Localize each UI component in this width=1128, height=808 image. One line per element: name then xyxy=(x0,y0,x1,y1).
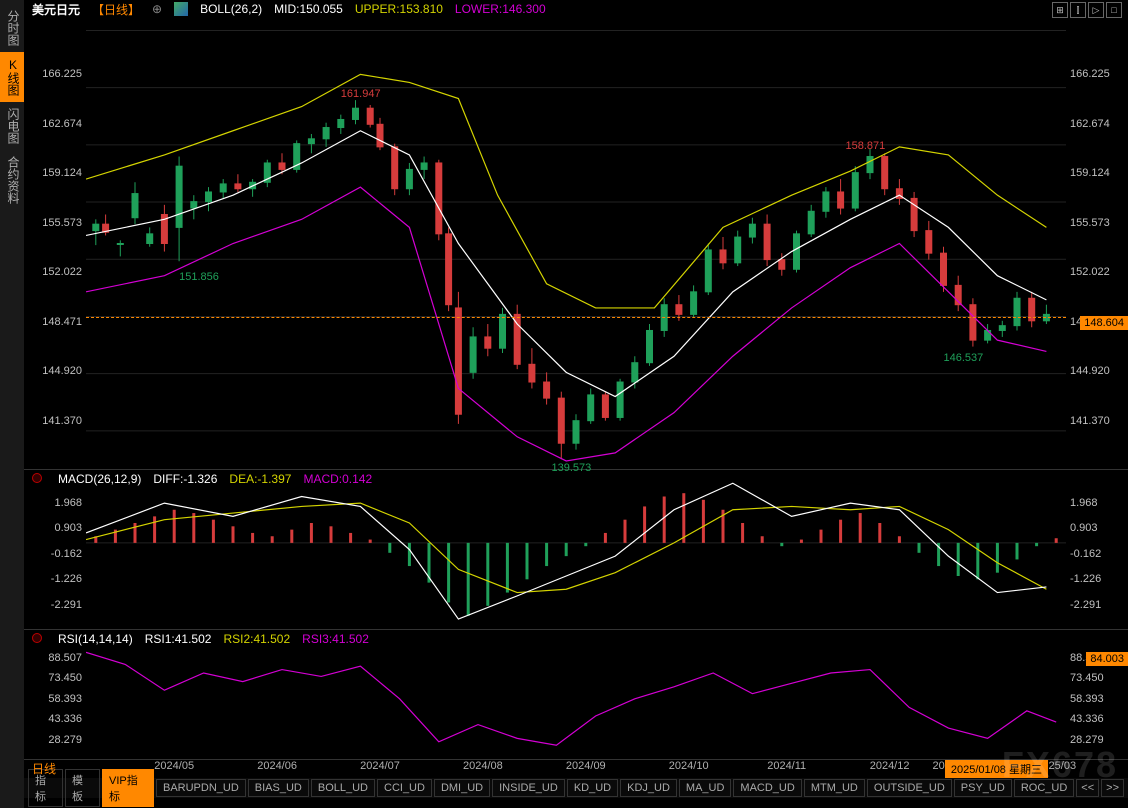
x-tick: 2024/11 xyxy=(767,760,806,772)
rsi-flag: 84.003 xyxy=(1086,652,1128,666)
sidebar-item-kline[interactable]: K线图 xyxy=(0,52,24,102)
macd-yaxis-left: 1.9680.903-0.162-1.226-2.291 xyxy=(24,470,86,629)
boll-lower-label: LOWER:146.300 xyxy=(455,2,546,16)
rsi-yaxis-left: 88.50773.45058.39343.33628.279 xyxy=(24,630,86,759)
price-annotation: 158.871 xyxy=(846,140,886,152)
price-panel[interactable]: 166.225162.674159.124155.573152.022148.4… xyxy=(24,18,1128,470)
bottom-tab-kdj_ud[interactable]: KDJ_UD xyxy=(620,779,677,797)
bottom-tab-dmi_ud[interactable]: DMI_UD xyxy=(434,779,490,797)
macd-yaxis-right: 1.9680.903-0.162-1.226-2.291 xyxy=(1066,470,1128,629)
x-axis-tf-label: 日线 xyxy=(32,760,56,777)
bottom-tab-barupdn_ud[interactable]: BARUPDN_UD xyxy=(156,779,246,797)
timeframe-label: 【日线】 xyxy=(92,1,140,18)
bottom-tab-ma_ud[interactable]: MA_UD xyxy=(679,779,732,797)
macd-diff-label: DIFF:-1.326 xyxy=(153,472,217,486)
macd-macd-label: MACD:0.142 xyxy=(303,472,372,486)
rsi-panel[interactable]: RSI(14,14,14) RSI1:41.502 RSI2:41.502 RS… xyxy=(24,630,1128,760)
x-tick: 2024/10 xyxy=(669,760,709,772)
x-tick: 2024/06 xyxy=(257,760,297,772)
x-tick: 2024/05 xyxy=(154,760,194,772)
price-annotation: 146.537 xyxy=(944,352,984,364)
boll-icon xyxy=(174,2,188,16)
tool-stop[interactable]: □ xyxy=(1106,2,1122,18)
chart-header: 美元日元 【日线】 ⊕ BOLL(26,2) MID:150.055 UPPER… xyxy=(24,0,1128,18)
boll-upper-label: UPPER:153.810 xyxy=(355,2,443,16)
bottom-tab-outside_ud[interactable]: OUTSIDE_UD xyxy=(867,779,952,797)
x-tick: 2024/12 xyxy=(870,760,910,772)
price-yaxis-left: 166.225162.674159.124155.573152.022148.4… xyxy=(24,18,86,469)
pair-name: 美元日元 xyxy=(32,1,80,18)
sidebar-item-timeshare[interactable]: 分时图 xyxy=(0,4,24,52)
macd-panel[interactable]: MACD(26,12,9) DIFF:-1.326 DEA:-1.397 MAC… xyxy=(24,470,1128,630)
boll-params: BOLL(26,2) xyxy=(200,2,262,16)
x-tick: 2024/08 xyxy=(463,760,503,772)
left-sidebar: 分时图 K线图 闪电图 合约资料 xyxy=(0,0,24,808)
boll-mid-label: MID:150.055 xyxy=(274,2,343,16)
current-price-flag: 148.604 xyxy=(1080,316,1128,330)
chart-toolbar: ⊞ ⫿ ▷ □ xyxy=(1052,2,1122,18)
tool-bars[interactable]: ⫿ xyxy=(1070,2,1086,18)
watermark: FX678 xyxy=(1002,744,1118,786)
rsi-params: RSI(14,14,14) xyxy=(58,632,133,646)
settings-icon[interactable] xyxy=(32,633,42,643)
x-tick: 2024/07 xyxy=(360,760,400,772)
x-tick: 2024/09 xyxy=(566,760,606,772)
bottom-tab-inside_ud[interactable]: INSIDE_UD xyxy=(492,779,565,797)
bottom-tab-mtm_ud[interactable]: MTM_UD xyxy=(804,779,865,797)
price-annotation: 151.856 xyxy=(179,271,219,283)
price-annotation: 161.947 xyxy=(341,88,381,100)
x-axis: 日线 2024/05 2024/06 2024/07 2024/08 2024/09 20… xyxy=(24,760,1128,778)
sidebar-item-lightning[interactable]: 闪电图 xyxy=(0,102,24,150)
sidebar-item-contract[interactable]: 合约资料 xyxy=(0,150,24,210)
bottom-tab-macd_ud[interactable]: MACD_UD xyxy=(733,779,801,797)
rsi3-label: RSI3:41.502 xyxy=(302,632,369,646)
bottom-tab-cci_ud[interactable]: CCI_UD xyxy=(377,779,432,797)
rsi2-label: RSI2:41.502 xyxy=(223,632,290,646)
x-tick: 20 xyxy=(932,760,944,772)
settings-icon[interactable] xyxy=(32,473,42,483)
tool-play[interactable]: ▷ xyxy=(1088,2,1104,18)
macd-dea-label: DEA:-1.397 xyxy=(229,472,291,486)
tool-grid[interactable]: ⊞ xyxy=(1052,2,1068,18)
rsi1-label: RSI1:41.502 xyxy=(145,632,212,646)
bottom-tabs: 指标模板VIP指标BARUPDN_UDBIAS_UDBOLL_UDCCI_UDD… xyxy=(24,778,1128,798)
crosshair-icon[interactable]: ⊕ xyxy=(152,2,162,16)
bottom-tab-bias_ud[interactable]: BIAS_UD xyxy=(248,779,309,797)
rsi-yaxis-right: 88.50773.45058.39343.33628.279 xyxy=(1066,630,1128,759)
bottom-tab-kd_ud[interactable]: KD_UD xyxy=(567,779,618,797)
macd-params: MACD(26,12,9) xyxy=(58,472,141,486)
price-dashed-line xyxy=(86,317,1066,318)
bottom-tab-boll_ud[interactable]: BOLL_UD xyxy=(311,779,375,797)
price-yaxis-right: 166.225162.674159.124155.573152.022148.4… xyxy=(1066,18,1128,469)
